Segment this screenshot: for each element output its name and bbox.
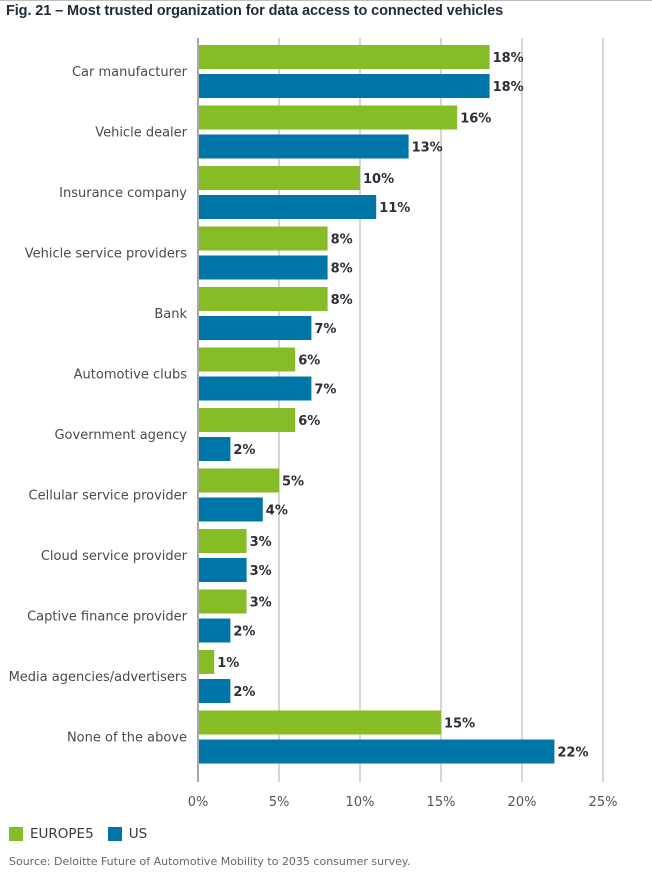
category-label: Car manufacturer bbox=[72, 65, 188, 80]
gridlines bbox=[197, 38, 604, 782]
value-label: 8% bbox=[331, 233, 353, 248]
bar-europe5 bbox=[199, 589, 247, 614]
x-tick-label: 0% bbox=[188, 795, 209, 810]
bar-us bbox=[199, 255, 328, 280]
value-label: 18% bbox=[493, 51, 524, 66]
category-label: Vehicle service providers bbox=[25, 247, 187, 262]
value-label: 1% bbox=[217, 656, 239, 671]
legend-item-us: US bbox=[107, 826, 148, 842]
value-label: 7% bbox=[314, 383, 336, 398]
legend-label-us: US bbox=[128, 826, 148, 842]
value-label: 11% bbox=[379, 201, 410, 216]
value-label: 5% bbox=[282, 475, 304, 490]
value-label: 18% bbox=[493, 80, 524, 95]
category-label: Captive finance provider bbox=[27, 610, 188, 625]
value-label: 8% bbox=[331, 262, 353, 277]
value-labels: 18% 18% 16% 13% 10% 11% 8% 8% 8% 7% 6% 7% 6% 2% 5% 4% 3%… bbox=[217, 51, 588, 761]
category-label: Government agency bbox=[54, 428, 187, 443]
category-label: Automotive clubs bbox=[74, 368, 188, 383]
category-label: Media agencies/advertisers bbox=[9, 670, 188, 685]
category-label: Vehicle dealer bbox=[95, 126, 187, 141]
title-rule bbox=[0, 0, 652, 1]
x-tick-label: 15% bbox=[427, 795, 456, 810]
chart-title: Fig. 21 – Most trusted organization for … bbox=[6, 3, 504, 19]
bar-us bbox=[199, 618, 231, 643]
legend-label-europe5: EUROPE5 bbox=[30, 826, 94, 842]
bar-us bbox=[199, 437, 231, 461]
bar-us bbox=[199, 134, 409, 159]
bar-chart: Car manufacturer Vehicle dealer Insurance … bbox=[9, 38, 618, 810]
x-tick-label: 10% bbox=[346, 795, 375, 810]
legend-item-europe5: EUROPE5 bbox=[9, 826, 94, 842]
bar-europe5 bbox=[199, 710, 441, 735]
bar-europe5 bbox=[199, 45, 490, 69]
bar-europe5 bbox=[199, 468, 279, 493]
bar-us bbox=[199, 739, 555, 764]
category-label: Cellular service provider bbox=[29, 489, 188, 504]
value-label: 16% bbox=[460, 112, 491, 127]
bar-us bbox=[199, 316, 312, 340]
bar-europe5 bbox=[199, 347, 296, 372]
source-note: Source: Deloitte Future of Automotive Mo… bbox=[9, 855, 411, 868]
value-label: 7% bbox=[314, 322, 336, 337]
bar-europe5 bbox=[199, 105, 458, 130]
bar-us bbox=[199, 679, 231, 703]
value-label: 10% bbox=[363, 172, 394, 187]
bar-europe5 bbox=[199, 166, 360, 190]
category-label: None of the above bbox=[67, 731, 187, 746]
bar-us bbox=[199, 558, 247, 582]
bar-europe5 bbox=[199, 408, 296, 432]
x-tick-label: 20% bbox=[508, 795, 537, 810]
value-label: 22% bbox=[557, 746, 588, 761]
x-tick-label: 5% bbox=[269, 795, 290, 810]
bar-us bbox=[199, 497, 263, 522]
value-label: 3% bbox=[250, 535, 272, 550]
bar-us bbox=[199, 74, 490, 98]
bar-europe5 bbox=[199, 650, 215, 674]
value-label: 3% bbox=[250, 564, 272, 579]
value-label: 8% bbox=[331, 293, 353, 308]
bar-europe5 bbox=[199, 226, 328, 251]
x-tick-label: 25% bbox=[589, 795, 618, 810]
value-label: 2% bbox=[233, 625, 255, 640]
bar-us bbox=[199, 376, 312, 401]
bar-europe5 bbox=[199, 529, 247, 553]
category-labels: Car manufacturer Vehicle dealer Insurance … bbox=[9, 65, 188, 746]
value-label: 2% bbox=[233, 685, 255, 700]
category-label: Insurance company bbox=[59, 186, 187, 201]
legend: EUROPE5 US bbox=[9, 826, 161, 842]
value-label: 4% bbox=[266, 504, 288, 519]
bars bbox=[199, 45, 555, 764]
legend-swatch-us bbox=[107, 827, 122, 841]
bar-europe5 bbox=[199, 287, 328, 311]
value-label: 2% bbox=[233, 443, 255, 458]
value-label: 15% bbox=[444, 717, 475, 732]
legend-swatch-europe5 bbox=[9, 827, 23, 841]
value-label: 6% bbox=[298, 354, 320, 369]
value-label: 3% bbox=[250, 596, 272, 611]
x-axis-ticks: 0% 5% 10% 15% 20% 25% bbox=[188, 795, 618, 810]
bar-us bbox=[199, 195, 377, 219]
value-label: 6% bbox=[298, 414, 320, 429]
value-label: 13% bbox=[412, 141, 443, 156]
category-label: Cloud service provider bbox=[41, 549, 188, 564]
category-label: Bank bbox=[154, 307, 187, 322]
